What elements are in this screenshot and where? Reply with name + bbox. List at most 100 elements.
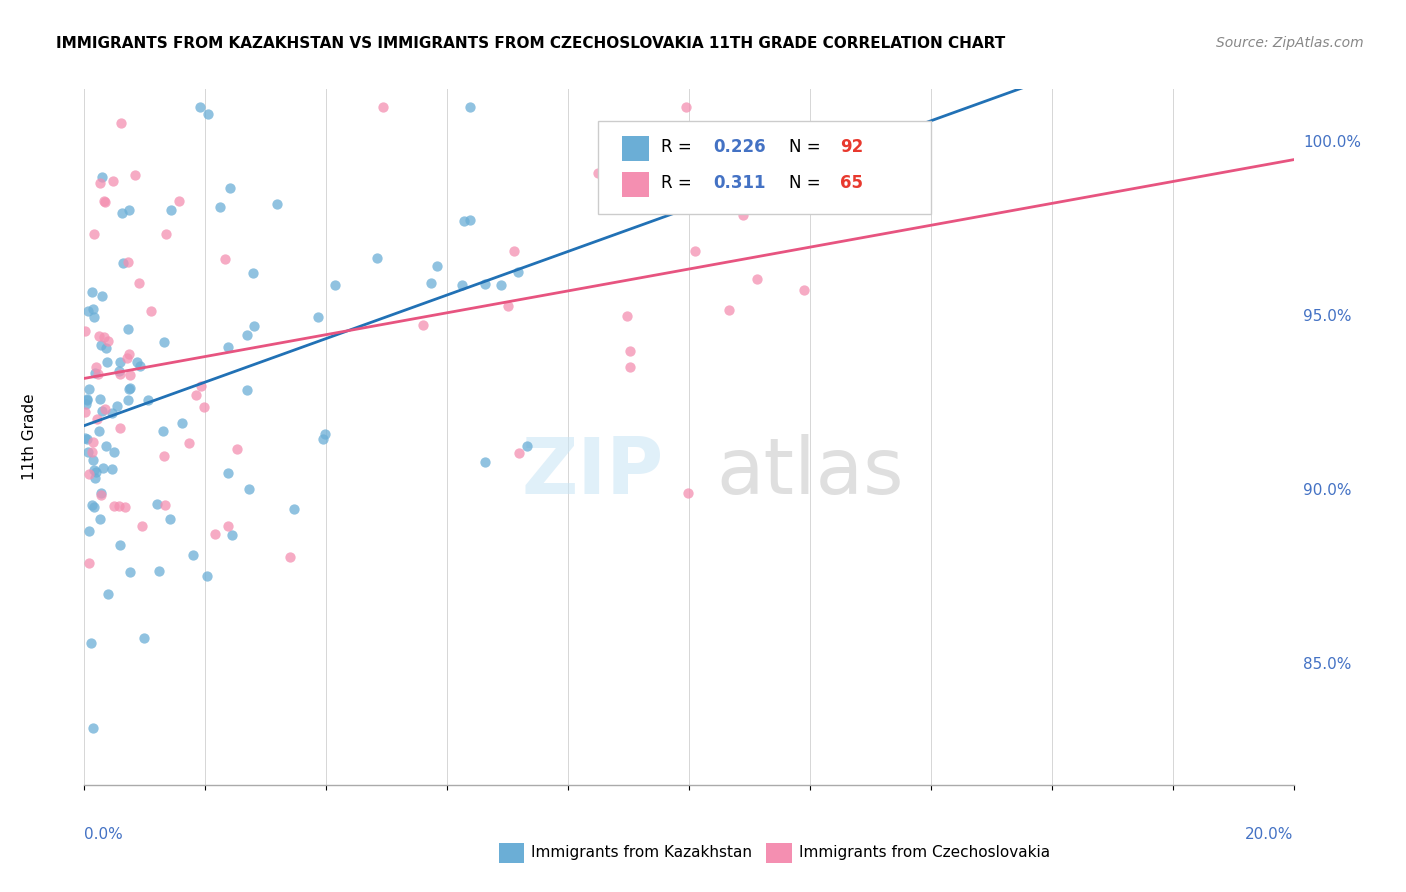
Point <box>420 276 443 290</box>
Point <box>516 439 538 453</box>
Text: 0.226: 0.226 <box>713 138 766 156</box>
Point <box>683 244 706 259</box>
Point <box>190 99 212 113</box>
Text: 20.0%: 20.0% <box>1246 827 1294 842</box>
Point <box>643 154 665 169</box>
Point <box>193 401 215 415</box>
Point <box>84 465 107 479</box>
Point <box>76 392 98 406</box>
Point <box>108 364 131 378</box>
Point <box>94 342 117 356</box>
Point <box>93 461 115 475</box>
Point <box>217 340 239 354</box>
Point <box>117 202 139 217</box>
Point <box>117 255 139 269</box>
Point <box>136 392 159 407</box>
Point <box>132 632 155 646</box>
Point <box>152 424 174 438</box>
Text: 11th Grade: 11th Grade <box>22 393 38 481</box>
Point <box>93 330 115 344</box>
Point <box>100 462 122 476</box>
Point <box>675 99 697 113</box>
Point <box>489 277 512 292</box>
Point <box>586 166 609 180</box>
Point <box>79 636 101 650</box>
Text: IMMIGRANTS FROM KAZAKHSTAN VS IMMIGRANTS FROM CZECHOSLOVAKIA 11TH GRADE CORRELAT: IMMIGRANTS FROM KAZAKHSTAN VS IMMIGRANTS… <box>56 36 1005 51</box>
Point <box>83 227 105 241</box>
Point <box>108 368 131 382</box>
Point <box>103 444 125 458</box>
Point <box>153 449 176 463</box>
Point <box>103 499 125 513</box>
Point <box>508 265 530 279</box>
Point <box>676 485 699 500</box>
Point <box>77 467 100 481</box>
Point <box>238 482 260 496</box>
Point <box>108 421 131 435</box>
Point <box>503 244 526 258</box>
Point <box>94 402 117 417</box>
Point <box>226 442 249 457</box>
Point <box>208 200 231 214</box>
Point <box>167 194 190 209</box>
Point <box>89 176 111 190</box>
Point <box>153 498 176 512</box>
Point <box>793 283 815 297</box>
Point <box>425 259 447 273</box>
Point <box>450 278 472 293</box>
Point <box>90 488 112 502</box>
Point <box>117 322 139 336</box>
Text: N =: N = <box>789 138 827 156</box>
Point <box>110 355 132 369</box>
Point <box>82 721 104 735</box>
Point <box>101 174 124 188</box>
Point <box>118 347 141 361</box>
Point <box>508 446 530 460</box>
Point <box>148 564 170 578</box>
Point <box>453 213 475 227</box>
Point <box>219 180 242 194</box>
Point <box>683 192 706 206</box>
Point <box>96 439 118 453</box>
Point <box>236 327 259 342</box>
Text: atlas: atlas <box>716 434 904 510</box>
Point <box>120 381 142 395</box>
Point <box>76 445 98 459</box>
Point <box>204 526 226 541</box>
Point <box>73 405 96 419</box>
Point <box>371 99 394 113</box>
Text: ZIP: ZIP <box>522 434 664 510</box>
Text: N =: N = <box>789 174 827 192</box>
Point <box>145 497 167 511</box>
Point <box>75 324 97 338</box>
Point <box>87 424 110 438</box>
Point <box>128 277 150 291</box>
Point <box>86 411 108 425</box>
Point <box>89 512 111 526</box>
Point <box>217 518 239 533</box>
Text: Source: ZipAtlas.com: Source: ZipAtlas.com <box>1216 36 1364 50</box>
Point <box>170 417 193 431</box>
Point <box>118 368 141 383</box>
Point <box>90 288 112 302</box>
Point <box>107 400 129 414</box>
Point <box>90 337 112 351</box>
Point <box>498 299 520 313</box>
Point <box>153 335 176 350</box>
Point <box>474 277 496 291</box>
Point <box>101 406 124 420</box>
Point <box>242 266 264 280</box>
Text: R =: R = <box>661 138 697 156</box>
Point <box>619 359 641 374</box>
Point <box>94 194 117 209</box>
Text: Immigrants from Kazakhstan: Immigrants from Kazakhstan <box>531 846 752 860</box>
Point <box>77 524 100 538</box>
Point <box>82 445 104 459</box>
Point <box>75 431 97 445</box>
Point <box>184 388 207 402</box>
Point <box>76 392 98 407</box>
Point <box>77 304 100 318</box>
Point <box>84 360 107 375</box>
Point <box>111 206 134 220</box>
Point <box>312 432 335 446</box>
